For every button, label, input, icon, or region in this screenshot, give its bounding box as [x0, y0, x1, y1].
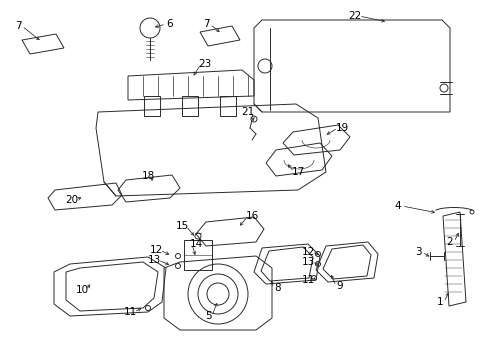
Text: 9: 9 — [336, 281, 343, 291]
Text: 12: 12 — [301, 247, 314, 257]
Text: 21: 21 — [241, 107, 254, 117]
Text: 5: 5 — [204, 311, 211, 321]
Text: 20: 20 — [65, 195, 79, 205]
Text: 4: 4 — [394, 201, 401, 211]
Text: 3: 3 — [414, 247, 421, 257]
Text: 8: 8 — [274, 283, 281, 293]
Text: 2: 2 — [446, 237, 452, 247]
Text: 7: 7 — [15, 21, 21, 31]
Text: 11: 11 — [123, 307, 136, 317]
Text: 18: 18 — [141, 171, 154, 181]
Text: 6: 6 — [166, 19, 173, 29]
Text: 13: 13 — [301, 257, 314, 267]
Text: 10: 10 — [75, 285, 88, 295]
Text: 12: 12 — [149, 245, 163, 255]
Text: 23: 23 — [198, 59, 211, 69]
Text: 16: 16 — [245, 211, 258, 221]
Text: 15: 15 — [175, 221, 188, 231]
Text: 17: 17 — [291, 167, 304, 177]
Text: 13: 13 — [147, 255, 160, 265]
Text: 11: 11 — [301, 275, 314, 285]
Text: 19: 19 — [335, 123, 348, 133]
Text: 22: 22 — [347, 11, 361, 21]
Text: 1: 1 — [436, 297, 443, 307]
Text: 14: 14 — [189, 239, 202, 249]
Text: 7: 7 — [202, 19, 209, 29]
